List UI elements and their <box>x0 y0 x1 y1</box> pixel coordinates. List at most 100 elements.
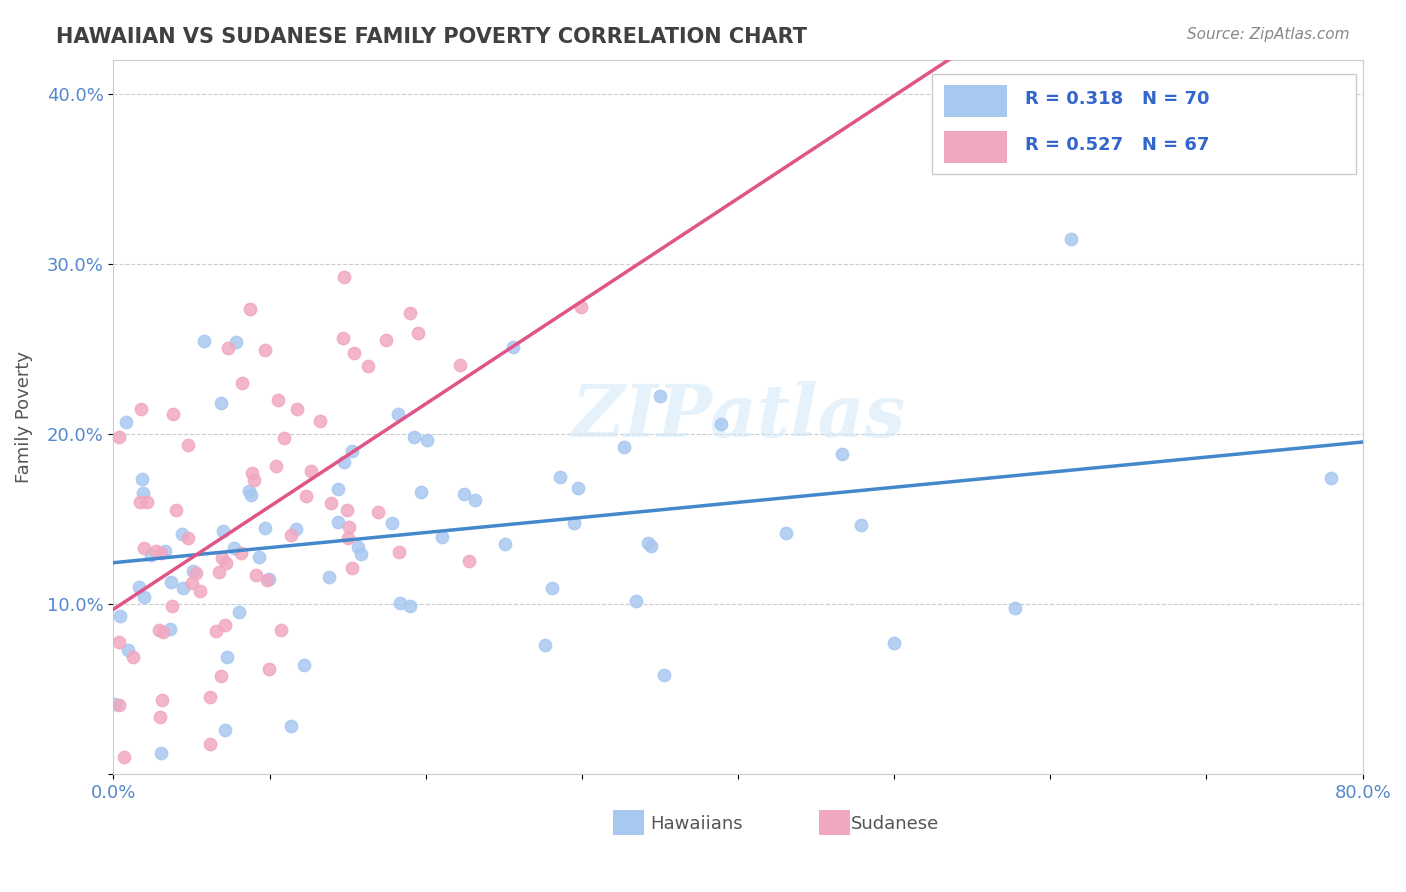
Point <box>326 482 349 496</box>
Point <box>239 301 262 316</box>
Point <box>301 464 323 478</box>
Point <box>280 528 302 542</box>
Point <box>567 481 589 495</box>
Point <box>849 518 872 533</box>
Point <box>1320 471 1343 485</box>
Text: R = 0.318   N = 70: R = 0.318 N = 70 <box>1025 90 1209 108</box>
Point <box>333 269 356 284</box>
Point <box>128 580 150 594</box>
Point <box>229 546 252 560</box>
Point <box>209 668 232 682</box>
FancyBboxPatch shape <box>820 810 851 835</box>
Point <box>458 553 481 567</box>
Point <box>217 649 239 664</box>
Point <box>214 723 236 738</box>
Point <box>136 495 159 509</box>
Point <box>253 343 276 358</box>
Point <box>145 544 167 558</box>
Point <box>534 638 557 652</box>
Text: HAWAIIAN VS SUDANESE FAMILY POVERTY CORRELATION CHART: HAWAIIAN VS SUDANESE FAMILY POVERTY CORR… <box>56 27 807 46</box>
Point <box>1004 601 1026 615</box>
Point <box>231 376 253 390</box>
Point <box>494 537 516 551</box>
Point <box>152 625 174 640</box>
Point <box>569 300 592 314</box>
Point <box>273 432 295 446</box>
Point <box>150 747 173 761</box>
Point <box>141 548 163 562</box>
Point <box>541 582 564 596</box>
Point <box>267 392 290 407</box>
Y-axis label: Family Poverty: Family Poverty <box>15 351 32 483</box>
Point <box>177 531 200 545</box>
Point <box>177 438 200 452</box>
Point <box>198 690 221 704</box>
Point <box>181 565 204 579</box>
Point <box>292 657 315 672</box>
Point <box>318 570 340 584</box>
Point <box>108 634 131 648</box>
Point <box>180 576 202 591</box>
Point <box>319 496 342 510</box>
Point <box>337 519 360 533</box>
Point <box>253 521 276 535</box>
Point <box>259 662 281 676</box>
Point <box>217 341 239 355</box>
Point <box>375 333 398 347</box>
Point <box>117 643 139 657</box>
Point <box>108 609 131 624</box>
Point <box>637 536 659 550</box>
Point <box>240 466 263 480</box>
Point <box>449 358 471 372</box>
Point <box>225 335 247 350</box>
Point <box>256 573 278 587</box>
Point <box>388 544 411 558</box>
Point <box>381 516 404 530</box>
Point <box>430 530 453 544</box>
Point <box>775 526 797 541</box>
Point <box>211 551 233 566</box>
Point <box>184 566 207 580</box>
Point <box>257 573 280 587</box>
Point <box>346 540 368 554</box>
Point <box>148 623 170 637</box>
FancyBboxPatch shape <box>932 74 1357 174</box>
Point <box>121 650 143 665</box>
Point <box>562 516 585 531</box>
Point <box>309 414 332 428</box>
Point <box>367 505 389 519</box>
Point <box>389 596 412 610</box>
Point <box>398 599 420 613</box>
Point <box>162 407 184 421</box>
Point <box>134 591 156 605</box>
Point <box>205 624 228 639</box>
Point <box>238 484 260 499</box>
Point <box>335 502 357 516</box>
Point <box>149 710 172 724</box>
Point <box>328 515 350 529</box>
Point <box>112 750 135 764</box>
Point <box>208 566 231 580</box>
Point <box>709 417 731 431</box>
Point <box>654 667 676 681</box>
Point <box>193 334 215 348</box>
Point <box>883 636 905 650</box>
Point <box>222 541 245 555</box>
Point <box>129 402 152 417</box>
Point <box>240 487 263 501</box>
Point <box>613 440 636 454</box>
Point <box>160 599 183 614</box>
Point <box>337 531 360 545</box>
Point <box>648 389 671 403</box>
Point <box>242 473 264 487</box>
Point <box>464 492 486 507</box>
Point <box>108 430 131 444</box>
Point <box>129 495 152 509</box>
Point <box>214 617 236 632</box>
Point <box>215 556 238 570</box>
Point <box>188 584 211 599</box>
Point <box>409 485 432 500</box>
Point <box>402 429 425 443</box>
Point <box>245 568 267 582</box>
Point <box>399 305 422 319</box>
